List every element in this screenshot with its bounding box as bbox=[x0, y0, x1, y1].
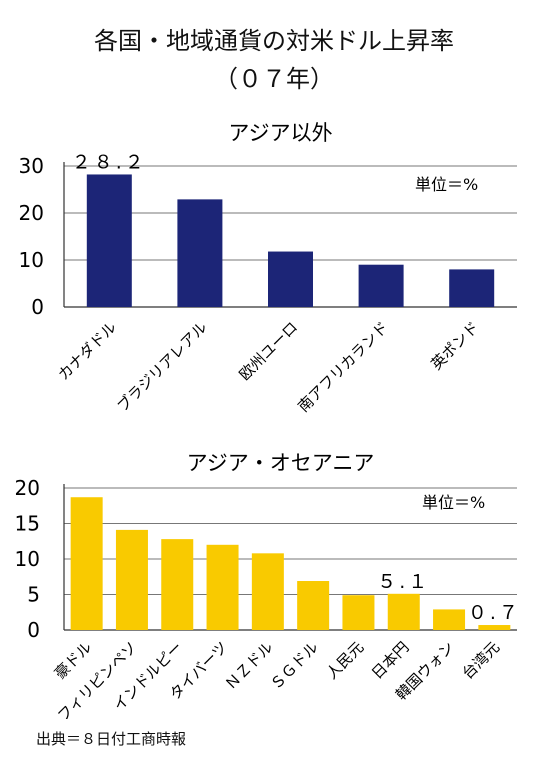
non-asia-y-tick-label: 30 bbox=[19, 154, 44, 178]
asia-bar bbox=[297, 581, 330, 630]
asia-data-label: ０.７ bbox=[468, 602, 521, 624]
asia-unit-note: 単位＝% bbox=[422, 493, 485, 512]
asia-category-label: ＳＧドル bbox=[267, 638, 322, 693]
non-asia-bar bbox=[449, 269, 495, 307]
non-asia-bar bbox=[358, 264, 404, 307]
non-asia-y-tick-label: 20 bbox=[19, 201, 44, 225]
non-asia-bar bbox=[86, 174, 132, 307]
asia-bar bbox=[478, 625, 511, 630]
chart-title-block: 各国・地域通貨の対米ドル上昇率 （０７年） bbox=[0, 22, 548, 98]
asia-bar bbox=[161, 539, 194, 630]
asia-y-tick-label: 5 bbox=[27, 583, 40, 607]
asia-bar bbox=[206, 544, 239, 630]
asia-y-tick-label: 0 bbox=[27, 618, 40, 642]
asia-category-label: 人民元 bbox=[323, 638, 368, 683]
page-title: 各国・地域通貨の対米ドル上昇率 bbox=[94, 27, 454, 55]
asia-bar bbox=[342, 595, 375, 630]
non-asia-y-tick-label: 0 bbox=[31, 295, 44, 319]
non-asia-chart-title: アジア以外 bbox=[228, 121, 332, 145]
non-asia-unit-note: 単位＝% bbox=[415, 175, 478, 194]
asia-y-tick-label: 10 bbox=[15, 547, 40, 571]
asia-bar bbox=[70, 497, 103, 630]
asia-category-label: 台湾元 bbox=[459, 638, 504, 683]
asia-bar bbox=[115, 529, 148, 630]
asia-bar bbox=[251, 553, 284, 630]
asia-chart-title: アジア・オセアニア bbox=[187, 451, 375, 475]
asia-y-tick-label: 20 bbox=[15, 476, 40, 500]
non-asia-y-tick-label: 10 bbox=[19, 248, 44, 272]
page-subtitle: （０７年） bbox=[214, 65, 334, 93]
asia-bar bbox=[387, 593, 420, 630]
non-asia-data-label: ２８.２ bbox=[72, 151, 147, 173]
asia-data-label: ５.１ bbox=[377, 571, 430, 593]
asia-category-label: フィリピンペソ bbox=[54, 638, 141, 725]
asia-category-label: ＮＺドル bbox=[222, 638, 277, 693]
non-asia-bar bbox=[268, 251, 313, 307]
asia-bar bbox=[433, 609, 466, 630]
asia-y-tick-label: 15 bbox=[15, 512, 40, 536]
non-asia-bar bbox=[177, 199, 223, 307]
source-note: 出典＝８日付工商時報 bbox=[36, 730, 187, 748]
